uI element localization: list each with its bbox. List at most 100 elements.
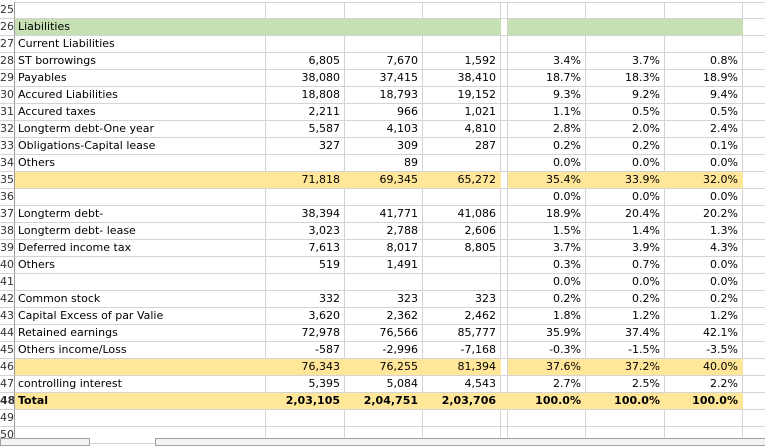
row-number[interactable]: 45 <box>0 342 15 359</box>
value-cell[interactable]: 41,086 <box>423 206 501 223</box>
empty-cell[interactable] <box>743 19 765 36</box>
row-label-cell[interactable] <box>15 189 266 206</box>
spacer-cell[interactable] <box>501 155 508 172</box>
value-cell[interactable]: 38,410 <box>423 70 501 87</box>
value-cell[interactable]: 85,777 <box>423 325 501 342</box>
row-number[interactable]: 39 <box>0 240 15 257</box>
value-cell[interactable]: 8,017 <box>345 240 423 257</box>
percent-cell[interactable]: 3.9% <box>586 240 665 257</box>
row-number[interactable]: 32 <box>0 121 15 138</box>
row-label-cell[interactable]: Deferred income tax <box>15 240 266 257</box>
percent-cell[interactable]: 0.0% <box>586 274 665 291</box>
percent-cell[interactable] <box>665 2 743 19</box>
value-cell[interactable]: 76,566 <box>345 325 423 342</box>
row-number[interactable]: 28 <box>0 53 15 70</box>
spacer-cell[interactable] <box>501 138 508 155</box>
empty-cell[interactable] <box>743 291 765 308</box>
value-cell[interactable]: 2,04,751 <box>345 393 423 410</box>
empty-cell[interactable] <box>743 376 765 393</box>
percent-cell[interactable] <box>508 2 586 19</box>
spacer-cell[interactable] <box>501 70 508 87</box>
empty-cell[interactable] <box>743 138 765 155</box>
empty-cell[interactable] <box>743 53 765 70</box>
percent-cell[interactable]: 0.0% <box>665 274 743 291</box>
percent-cell[interactable]: 18.9% <box>508 206 586 223</box>
spacer-cell[interactable] <box>501 87 508 104</box>
value-cell[interactable] <box>423 19 501 36</box>
sheet-tab-area[interactable] <box>0 438 90 446</box>
row-label-cell[interactable]: Total <box>15 393 266 410</box>
percent-cell[interactable]: 2.5% <box>586 376 665 393</box>
spacer-cell[interactable] <box>501 2 508 19</box>
percent-cell[interactable]: 32.0% <box>665 172 743 189</box>
row-number[interactable]: 40 <box>0 257 15 274</box>
value-cell[interactable]: 966 <box>345 104 423 121</box>
percent-cell[interactable]: -1.5% <box>586 342 665 359</box>
horizontal-scrollbar[interactable] <box>155 438 765 446</box>
percent-cell[interactable]: 20.2% <box>665 206 743 223</box>
percent-cell[interactable] <box>508 19 586 36</box>
percent-cell[interactable] <box>508 36 586 53</box>
row-number[interactable]: 30 <box>0 87 15 104</box>
row-number[interactable]: 26 <box>0 19 15 36</box>
percent-cell[interactable]: 3.4% <box>508 53 586 70</box>
value-cell[interactable] <box>266 19 345 36</box>
row-label-cell[interactable]: Others income/Loss <box>15 342 266 359</box>
percent-cell[interactable]: 0.2% <box>586 138 665 155</box>
value-cell[interactable] <box>423 189 501 206</box>
spacer-cell[interactable] <box>501 240 508 257</box>
empty-cell[interactable] <box>743 223 765 240</box>
empty-cell[interactable] <box>743 274 765 291</box>
spacer-cell[interactable] <box>501 274 508 291</box>
empty-cell[interactable] <box>743 240 765 257</box>
empty-cell[interactable] <box>743 410 765 427</box>
percent-cell[interactable] <box>586 410 665 427</box>
empty-cell[interactable] <box>743 342 765 359</box>
row-number[interactable]: 35 <box>0 172 15 189</box>
row-label-cell[interactable] <box>15 359 266 376</box>
value-cell[interactable]: 4,810 <box>423 121 501 138</box>
percent-cell[interactable]: 0.0% <box>665 155 743 172</box>
row-label-cell[interactable] <box>15 2 266 19</box>
value-cell[interactable]: 8,805 <box>423 240 501 257</box>
empty-cell[interactable] <box>743 87 765 104</box>
value-cell[interactable]: 4,543 <box>423 376 501 393</box>
percent-cell[interactable]: 1.3% <box>665 223 743 240</box>
percent-cell[interactable]: 0.0% <box>586 189 665 206</box>
value-cell[interactable]: 18,793 <box>345 87 423 104</box>
percent-cell[interactable]: 18.7% <box>508 70 586 87</box>
value-cell[interactable] <box>266 36 345 53</box>
row-label-cell[interactable]: Obligations-Capital lease <box>15 138 266 155</box>
value-cell[interactable]: 323 <box>345 291 423 308</box>
value-cell[interactable] <box>423 274 501 291</box>
value-cell[interactable]: 309 <box>345 138 423 155</box>
value-cell[interactable]: 1,592 <box>423 53 501 70</box>
row-label-cell[interactable]: controlling interest <box>15 376 266 393</box>
value-cell[interactable]: 72,978 <box>266 325 345 342</box>
value-cell[interactable]: 519 <box>266 257 345 274</box>
percent-cell[interactable]: 33.9% <box>586 172 665 189</box>
value-cell[interactable]: 2,03,706 <box>423 393 501 410</box>
percent-cell[interactable]: 35.4% <box>508 172 586 189</box>
row-label-cell[interactable]: ST borrowings <box>15 53 266 70</box>
percent-cell[interactable]: 40.0% <box>665 359 743 376</box>
empty-cell[interactable] <box>743 359 765 376</box>
percent-cell[interactable]: 1.4% <box>586 223 665 240</box>
value-cell[interactable]: 89 <box>345 155 423 172</box>
percent-cell[interactable]: 0.0% <box>508 274 586 291</box>
value-cell[interactable]: 3,023 <box>266 223 345 240</box>
percent-cell[interactable]: 0.0% <box>508 189 586 206</box>
value-cell[interactable]: 38,394 <box>266 206 345 223</box>
empty-cell[interactable] <box>743 189 765 206</box>
value-cell[interactable] <box>266 274 345 291</box>
empty-cell[interactable] <box>743 257 765 274</box>
row-label-cell[interactable]: Others <box>15 155 266 172</box>
value-cell[interactable]: -7,168 <box>423 342 501 359</box>
row-number[interactable]: 44 <box>0 325 15 342</box>
empty-cell[interactable] <box>743 172 765 189</box>
value-cell[interactable] <box>423 410 501 427</box>
percent-cell[interactable]: 1.2% <box>586 308 665 325</box>
percent-cell[interactable]: 2.0% <box>586 121 665 138</box>
percent-cell[interactable]: 0.7% <box>586 257 665 274</box>
row-number[interactable]: 43 <box>0 308 15 325</box>
